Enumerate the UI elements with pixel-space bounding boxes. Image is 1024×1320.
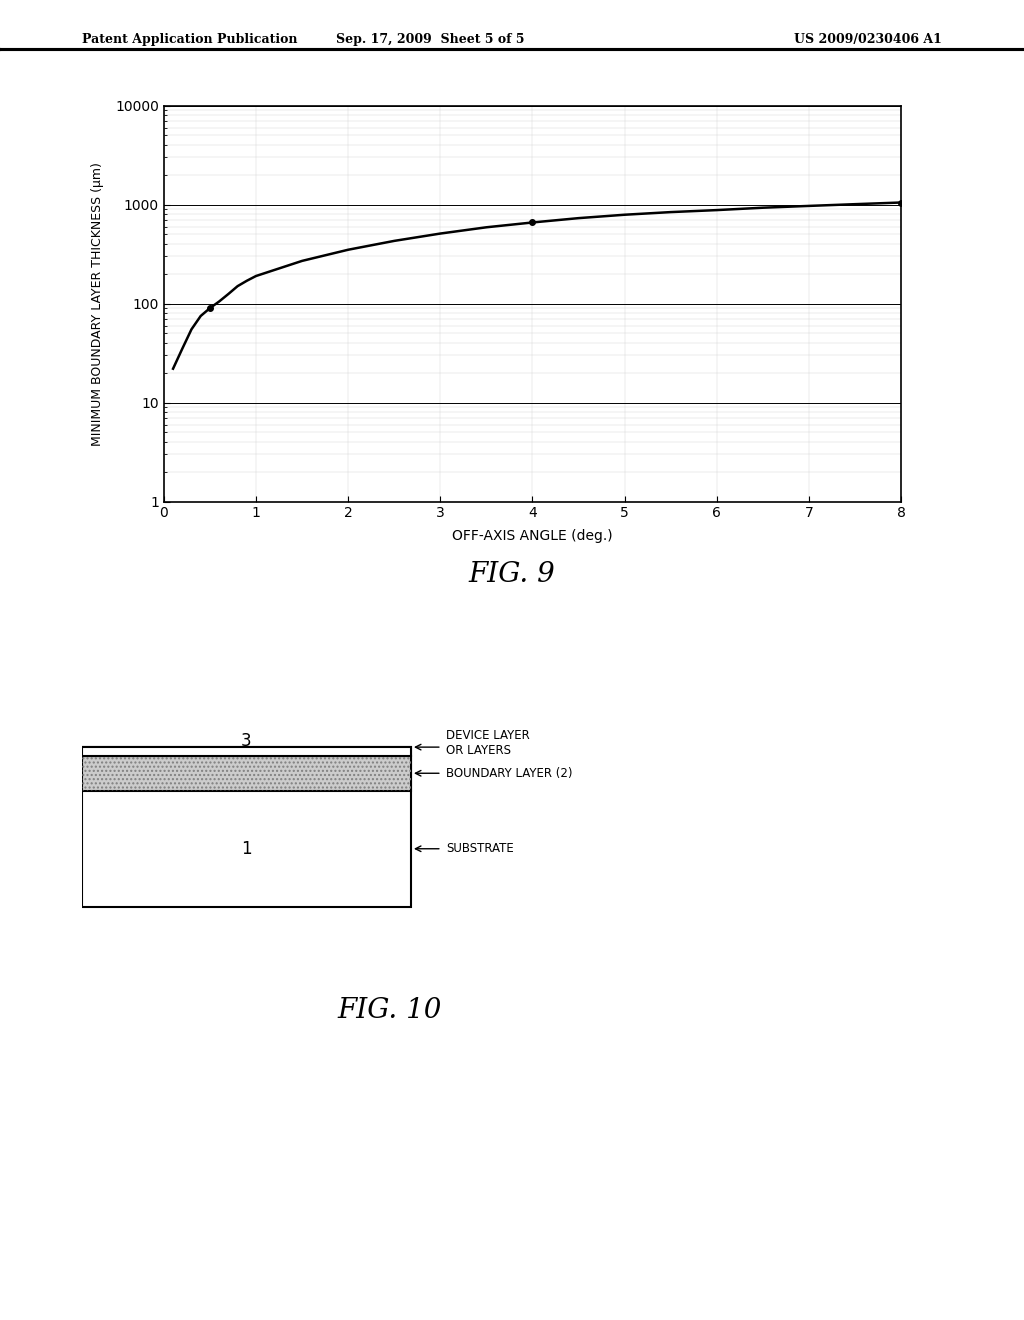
FancyBboxPatch shape — [82, 747, 411, 907]
X-axis label: OFF-AXIS ANGLE (deg.): OFF-AXIS ANGLE (deg.) — [453, 529, 612, 543]
Text: Patent Application Publication: Patent Application Publication — [82, 33, 297, 46]
Text: US 2009/0230406 A1: US 2009/0230406 A1 — [795, 33, 942, 46]
Text: Sep. 17, 2009  Sheet 5 of 5: Sep. 17, 2009 Sheet 5 of 5 — [336, 33, 524, 46]
FancyBboxPatch shape — [82, 756, 411, 791]
Y-axis label: MINIMUM BOUNDARY LAYER THICKNESS (μm): MINIMUM BOUNDARY LAYER THICKNESS (μm) — [91, 161, 104, 446]
Text: SUBSTRATE: SUBSTRATE — [446, 842, 514, 855]
Text: BOUNDARY LAYER (2): BOUNDARY LAYER (2) — [446, 767, 572, 780]
FancyBboxPatch shape — [82, 747, 411, 756]
Text: FIG. 10: FIG. 10 — [337, 997, 441, 1023]
Text: 3: 3 — [242, 733, 252, 750]
Text: OR LAYERS: OR LAYERS — [446, 743, 511, 756]
Text: DEVICE LAYER: DEVICE LAYER — [446, 729, 530, 742]
Text: 1: 1 — [242, 840, 252, 858]
Text: FIG. 9: FIG. 9 — [469, 561, 555, 587]
